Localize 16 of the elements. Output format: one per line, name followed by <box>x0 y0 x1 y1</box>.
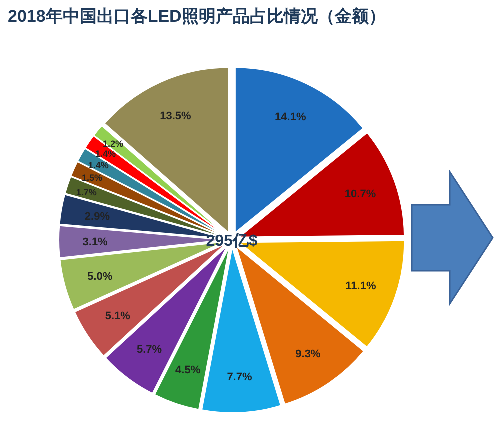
data-label: 9.3% <box>296 348 321 360</box>
data-label: 5.1% <box>105 310 131 322</box>
data-label: 1.4% <box>88 160 109 171</box>
data-label: 14.1% <box>275 112 306 124</box>
chart-title: 2018年中国出口各LED照明产品占比情况（金额） <box>8 7 386 26</box>
data-label: 5.0% <box>88 270 113 283</box>
data-label: 2.9% <box>84 210 110 223</box>
data-label: 5.7% <box>136 344 162 356</box>
data-label: 1.5% <box>82 173 103 184</box>
data-label: 11.1% <box>346 280 376 292</box>
data-label: 7.7% <box>227 371 252 384</box>
data-label: 10.7% <box>344 188 376 200</box>
data-label: 4.5% <box>176 364 201 376</box>
data-label: 13.5% <box>160 110 192 122</box>
data-label: 3.1% <box>82 236 108 249</box>
data-label: 1.7% <box>76 187 97 198</box>
